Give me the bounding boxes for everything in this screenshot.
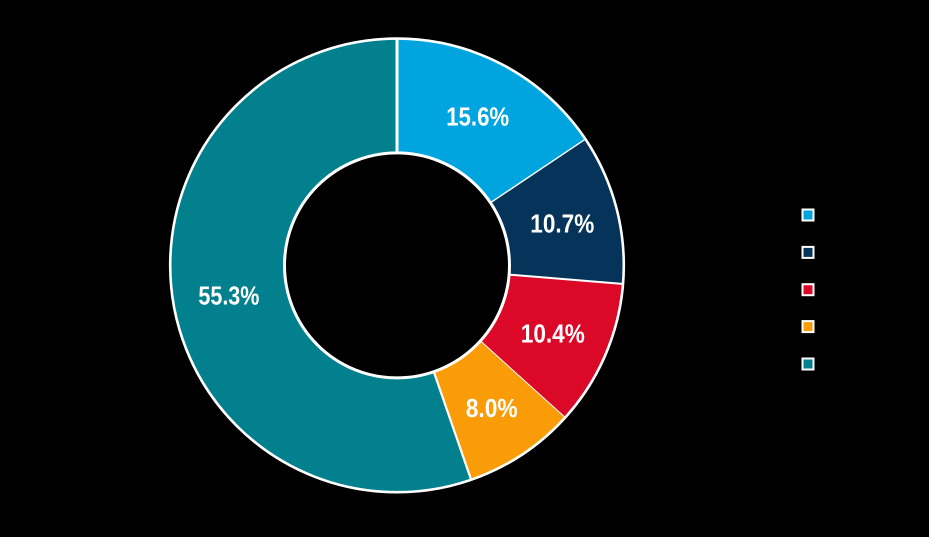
svg-text:8.0%: 8.0%: [466, 395, 518, 423]
svg-text:55.3%: 55.3%: [198, 283, 259, 311]
svg-text:10.4%: 10.4%: [521, 321, 585, 349]
svg-text:15.6%: 15.6%: [446, 104, 509, 132]
svg-text:10.7%: 10.7%: [530, 211, 594, 239]
